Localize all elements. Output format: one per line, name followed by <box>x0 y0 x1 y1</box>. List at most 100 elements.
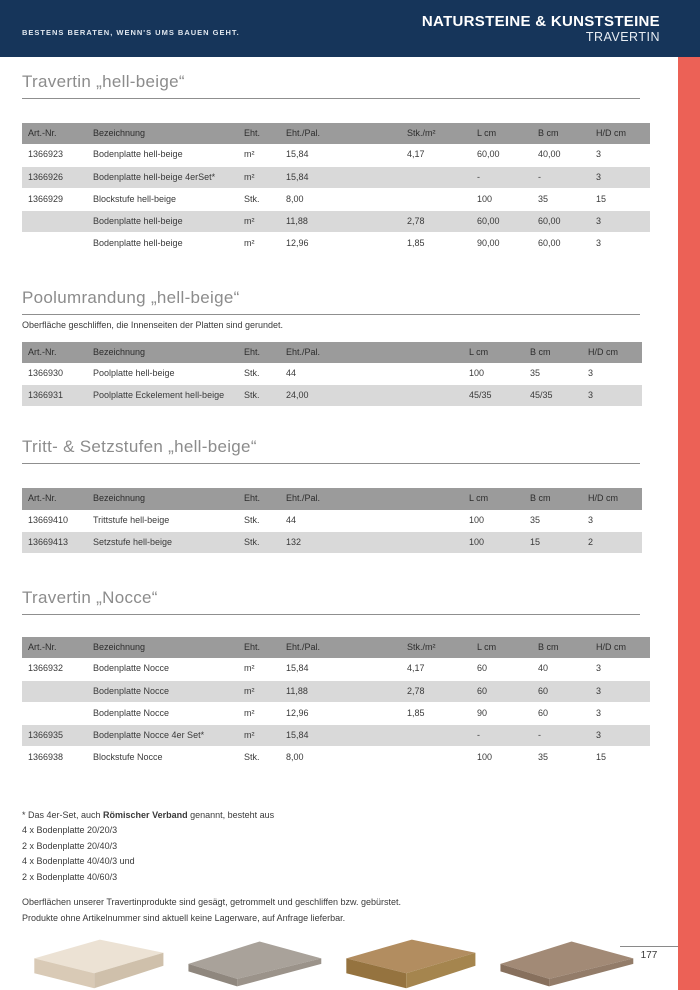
product-bodenplatte-hell-beige: Bodenplatte hell-beige <box>178 934 328 990</box>
table-cell: Poolplatte Eckelement hell-beige <box>87 384 238 408</box>
table-cell: Bodenplatte Nocce <box>87 658 238 681</box>
column-header: Eht./Pal. <box>280 123 401 145</box>
table-cell: 60,00 <box>532 210 590 234</box>
table-cell: 1366930 <box>22 362 87 385</box>
table-cell: 2,78 <box>401 680 471 703</box>
table-cell: - <box>532 724 590 748</box>
table-header-row: Art.-Nr. Bezeichnung Eht. Eht./Pal. L cm B cm… <box>22 488 642 510</box>
product-blockstufe-nocce: Blockstufe Nocce <box>334 934 484 990</box>
footnote-suffix: genannt, besteht aus <box>187 809 275 820</box>
column-header: L cm <box>471 123 532 145</box>
table-cell: 45/35 <box>463 384 524 408</box>
column-header: Eht. <box>238 637 280 659</box>
table-cell: 15,84 <box>280 724 401 748</box>
section-title-tritt-setzstufen: Tritt- & Setzstufen „hell-beige“ <box>22 437 640 465</box>
table-header-row: Art.-Nr. Bezeichnung Eht. Eht./Pal. Stk./m² L… <box>22 123 650 145</box>
general-note-line: Oberflächen unserer Travertinprodukte si… <box>22 897 402 907</box>
table-tritt-setzstufen: Art.-Nr. Bezeichnung Eht. Eht./Pal. L cm B cm… <box>22 488 642 555</box>
table-cell <box>401 724 471 748</box>
table-cell: 3 <box>590 232 650 256</box>
table-cell: 1366923 <box>22 144 87 167</box>
column-header: Eht./Pal. <box>280 488 463 510</box>
footnote-prefix: * Das 4er-Set, auch <box>22 809 104 820</box>
table-cell: 60,00 <box>471 210 532 234</box>
table-cell: 35 <box>532 188 590 212</box>
footnote-item: 4 x Bodenplatte 40/40/3 und <box>22 856 135 866</box>
table-cell <box>22 210 87 234</box>
column-header: Eht. <box>238 488 280 510</box>
table-cell: Bodenplatte hell-beige <box>87 144 238 167</box>
table-cell: 15,84 <box>280 166 401 189</box>
table-cell: 35 <box>524 362 582 385</box>
column-header: B cm <box>524 488 582 510</box>
column-header: H/D cm <box>590 123 650 145</box>
column-header: Eht. <box>238 341 280 363</box>
table-cell: 3 <box>590 144 650 167</box>
table-cell: 100 <box>471 188 532 212</box>
table-cell: 60,00 <box>471 144 532 167</box>
table-cell <box>401 188 471 212</box>
footer-rule <box>620 946 678 947</box>
table-cell: - <box>471 166 532 189</box>
table-cell: 13669413 <box>22 531 87 555</box>
table-cell: - <box>471 724 532 748</box>
table-cell: Bodenplatte Nocce 4er Set* <box>87 724 238 748</box>
table-row: 1366932 Bodenplatte Nocce m² 15,84 4,17 60 40 3… <box>22 658 650 681</box>
table-row: 1366926 Bodenplatte hell-beige 4erSet* m² 1… <box>22 166 650 189</box>
table-cell: 8,00 <box>280 746 401 770</box>
table-cell: 15,84 <box>280 658 401 681</box>
table-poolumrandung: Art.-Nr. Bezeichnung Eht. Eht./Pal. L cm B cm… <box>22 341 642 408</box>
section-title-travertin-nocce: Travertin „Nocce“ <box>22 588 640 615</box>
table-cell: 3 <box>582 362 642 385</box>
table-cell: 4,17 <box>401 658 471 681</box>
section-title-travertin-hell-beige: Travertin „hell-beige“ <box>22 72 640 99</box>
table-cell <box>401 746 471 770</box>
product-bodenplatte-nocce: Bodenplatte Nocce <box>490 934 640 990</box>
table-cell: m² <box>238 680 280 703</box>
table-cell: 3 <box>590 210 650 234</box>
product-blockstufe-hell-beige: Blockstufe hell-beige <box>22 934 172 990</box>
footnote-item: 2 x Bodenplatte 40/60/3 <box>22 871 118 882</box>
table-cell: 100 <box>463 362 524 385</box>
page-content: Travertin „hell-beige“ Art.-Nr. Bezeichnu… <box>0 72 700 990</box>
table-cell: Bodenplatte hell-beige 4erSet* <box>87 166 238 189</box>
table-cell: Trittstufe hell-beige <box>87 509 238 532</box>
table-cell: 40 <box>532 658 590 681</box>
table-cell: 13669410 <box>22 509 87 532</box>
table-cell: 60 <box>471 658 532 681</box>
table-cell: 3 <box>582 384 642 408</box>
table-cell: 12,96 <box>280 232 401 256</box>
table-cell: Bodenplatte hell-beige <box>87 232 238 256</box>
table-cell: 100 <box>471 746 532 770</box>
column-header: Art.-Nr. <box>22 488 87 510</box>
table-cell: - <box>532 166 590 189</box>
table-cell: Stk. <box>238 509 280 532</box>
table-cell: 1366935 <box>22 724 87 748</box>
table-cell: 1366929 <box>22 188 87 212</box>
table-travertin-hell-beige: Art.-Nr. Bezeichnung Eht. Eht./Pal. Stk./m² L… <box>22 123 650 256</box>
footnote-item-list: 4 x Bodenplatte 20/20/3 2 x Bodenplatte 2… <box>22 823 640 885</box>
table-cell: 15 <box>524 531 582 555</box>
table-cell: Bodenplatte Nocce <box>87 680 238 703</box>
table-cell: 12,96 <box>280 702 401 726</box>
column-header: Art.-Nr. <box>22 341 87 363</box>
table-header-row: Art.-Nr. Bezeichnung Eht. Eht./Pal. L cm B cm… <box>22 341 642 363</box>
table-cell: Stk. <box>238 188 280 212</box>
column-header: B cm <box>532 637 590 659</box>
column-header: B cm <box>524 341 582 363</box>
table-cell: Stk. <box>238 531 280 555</box>
column-header: Eht./Pal. <box>280 637 401 659</box>
table-row: 1366923 Bodenplatte hell-beige m² 15,84 4,17… <box>22 144 650 167</box>
table-cell: 1,85 <box>401 702 471 726</box>
table-cell: Setzstufe hell-beige <box>87 531 238 555</box>
footnote-intro: * Das 4er-Set, auch Römischer Verband ge… <box>22 808 640 824</box>
column-header: Stk./m² <box>401 123 471 145</box>
table-cell: Stk. <box>238 746 280 770</box>
table-cell: 2,78 <box>401 210 471 234</box>
stone-block-image <box>34 939 164 989</box>
table-cell: m² <box>238 144 280 167</box>
column-header: H/D cm <box>590 637 650 659</box>
table-row: Bodenplatte hell-beige m² 12,96 1,85 90,00 60… <box>22 232 650 256</box>
